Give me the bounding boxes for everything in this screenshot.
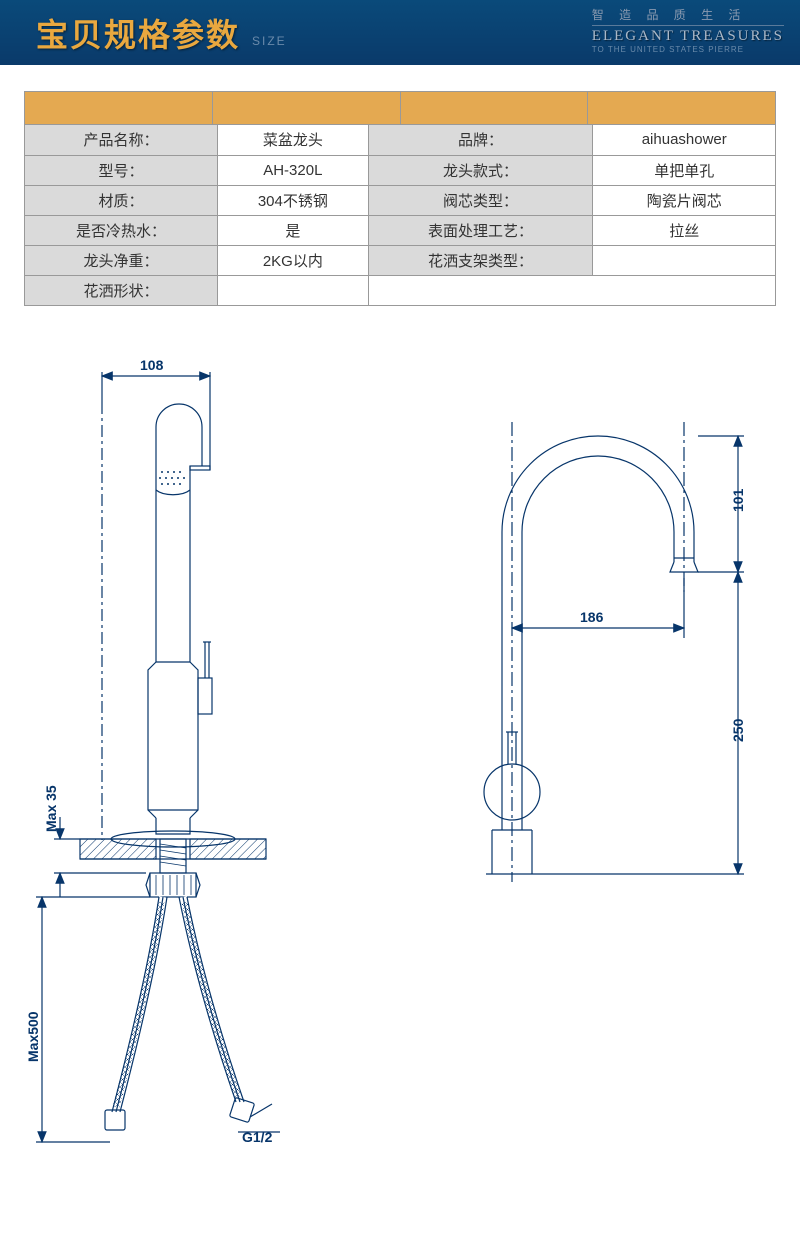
header-size-label: SIZE (252, 34, 287, 48)
spec-value (218, 275, 369, 305)
dim-max35: Max 35 (43, 785, 59, 832)
spec-label: 产品名称： (25, 125, 218, 155)
spec-value: 菜盆龙头 (218, 125, 369, 155)
header-tagline-cn: 智 造 品 质 生 活 (592, 6, 784, 23)
spec-label: 型号： (25, 155, 218, 185)
dim-108: 108 (140, 357, 164, 373)
table-row: 花洒形状： (25, 275, 776, 305)
spec-label: 表面处理工艺： (368, 215, 593, 245)
diagram-svg: 108 Max 35 Max500 G1/2 (0, 342, 800, 1212)
spec-value: 拉丝 (593, 215, 776, 245)
spec-label: 品牌： (368, 125, 593, 155)
spec-value: AH-320L (218, 155, 369, 185)
table-row: 是否冷热水： 是 表面处理工艺： 拉丝 (25, 215, 776, 245)
gold-header-bar (24, 91, 776, 125)
spec-value: 是 (218, 215, 369, 245)
header-brand-sub: TO THE UNITED STATES PIERRE (592, 45, 784, 54)
spec-value: 304不锈钢 (218, 185, 369, 215)
header-brand-en: ELEGANT TREASURES (592, 25, 784, 45)
spec-label: 材质： (25, 185, 218, 215)
spec-label: 花洒形状： (25, 275, 218, 305)
spec-table: 产品名称： 菜盆龙头 品牌： aihuashower 型号： AH-320L 龙… (24, 125, 776, 306)
header-title: 宝贝规格参数 (0, 10, 240, 56)
header-banner: 宝贝规格参数 SIZE 智 造 品 质 生 活 ELEGANT TREASURE… (0, 0, 800, 65)
spec-label: 龙头净重： (25, 245, 218, 275)
table-row: 材质： 304不锈钢 阀芯类型： 陶瓷片阀芯 (25, 185, 776, 215)
table-row: 产品名称： 菜盆龙头 品牌： aihuashower (25, 125, 776, 155)
spec-label: 阀芯类型： (368, 185, 593, 215)
spec-value: aihuashower (593, 125, 776, 155)
table-row: 龙头净重： 2KG以内 花洒支架类型： (25, 245, 776, 275)
spec-value (593, 245, 776, 275)
spec-value: 单把单孔 (593, 155, 776, 185)
dim-250: 250 (730, 718, 746, 742)
spec-label: 龙头款式： (368, 155, 593, 185)
spec-label: 花洒支架类型： (368, 245, 593, 275)
spec-label: 是否冷热水： (25, 215, 218, 245)
dim-max500: Max500 (25, 1011, 41, 1062)
header-brand-block: 智 造 品 质 生 活 ELEGANT TREASURES TO THE UNI… (592, 6, 784, 54)
spec-value: 2KG以内 (218, 245, 369, 275)
dim-101: 101 (730, 488, 746, 512)
spec-value: 陶瓷片阀芯 (593, 185, 776, 215)
dim-186: 186 (580, 609, 604, 625)
table-row: 型号： AH-320L 龙头款式： 单把单孔 (25, 155, 776, 185)
technical-diagrams: 108 Max 35 Max500 G1/2 (0, 342, 800, 1212)
